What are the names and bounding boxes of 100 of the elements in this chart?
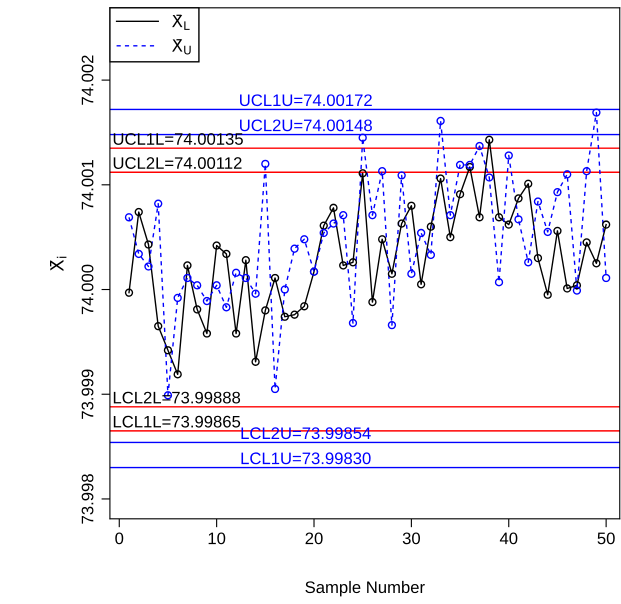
- ref-line-label: LCL1U=73.99830: [242, 452, 371, 464]
- point: [251, 358, 260, 366]
- point: [416, 228, 426, 238]
- point: [251, 290, 260, 298]
- point: [222, 303, 231, 312]
- point: [134, 250, 143, 258]
- point: [485, 136, 494, 144]
- point: [242, 274, 250, 282]
- point: [456, 160, 464, 170]
- point: [504, 151, 513, 160]
- point: [397, 171, 406, 180]
- point: [261, 160, 270, 168]
- point: [494, 278, 504, 286]
- point: [329, 204, 338, 212]
- point: [534, 254, 542, 262]
- point: [154, 322, 162, 330]
- x-axis-title: Sample Number: [305, 580, 425, 596]
- point: [524, 180, 532, 188]
- point: [388, 270, 396, 278]
- point: [407, 202, 416, 210]
- point: [232, 329, 240, 338]
- point: [320, 221, 328, 230]
- point: [270, 274, 280, 282]
- point: [202, 329, 212, 338]
- point: [144, 262, 153, 271]
- point: [174, 294, 182, 302]
- point: [563, 284, 572, 293]
- x-tick-label: 10: [208, 532, 226, 544]
- point: [174, 370, 182, 379]
- point: [124, 288, 134, 297]
- point: [592, 108, 601, 117]
- ref-line-label: UCL2U=74.00148: [240, 119, 372, 132]
- ref-line-label: UCL1L=74.00135: [114, 133, 243, 145]
- point: [426, 222, 436, 231]
- point: [232, 268, 240, 277]
- point: [358, 134, 367, 142]
- point: [446, 211, 454, 220]
- point: [368, 211, 377, 220]
- x-tick-label: 0: [115, 532, 124, 544]
- point: [348, 318, 358, 328]
- point: [290, 310, 299, 319]
- ref-line-label: LCL1L=73.99865: [114, 416, 240, 428]
- point: [378, 235, 386, 244]
- x-tick-label: 30: [402, 532, 420, 544]
- point: [563, 170, 572, 179]
- point: [154, 199, 162, 208]
- point: [592, 259, 601, 268]
- point: [388, 320, 396, 330]
- point: [358, 169, 367, 178]
- point: [144, 240, 153, 249]
- point: [534, 197, 542, 206]
- point: [329, 219, 338, 228]
- ref-line-label: UCL1U=74.00172: [240, 94, 372, 106]
- point: [339, 261, 348, 270]
- point: [300, 235, 308, 244]
- point: [524, 258, 532, 266]
- point: [544, 228, 552, 236]
- point: [270, 384, 280, 394]
- point: [339, 211, 348, 220]
- x-tick-label: 40: [500, 532, 518, 544]
- point: [544, 290, 552, 299]
- point: [572, 286, 582, 295]
- point: [514, 194, 523, 203]
- point: [514, 215, 523, 224]
- point: [134, 208, 143, 216]
- point: [582, 167, 591, 176]
- point: [378, 167, 386, 176]
- point: [553, 188, 562, 196]
- point: [183, 261, 192, 270]
- point: [300, 302, 308, 310]
- ref-line-label: UCL2L=74.00112: [114, 157, 242, 169]
- ref-line-label: LCL2L=73.99888: [114, 392, 240, 404]
- point: [320, 228, 328, 238]
- point: [602, 220, 610, 229]
- point: [212, 281, 221, 290]
- y-tick-label: 74.001: [82, 160, 94, 210]
- x-tick-label: 20: [306, 532, 323, 544]
- y-tick-label: 73.998: [82, 474, 94, 524]
- point: [582, 238, 591, 247]
- point: [553, 226, 562, 236]
- point: [280, 312, 289, 321]
- point: [436, 174, 445, 183]
- point: [475, 142, 484, 150]
- point: [494, 213, 504, 222]
- point: [192, 305, 202, 314]
- point: [222, 250, 231, 258]
- point: [164, 346, 172, 354]
- point: [212, 241, 221, 250]
- point: [280, 285, 289, 294]
- point: [407, 270, 416, 278]
- point: [475, 213, 484, 222]
- y-tick-label: 73.999: [82, 370, 94, 419]
- legend-label: X̄$_{L}$: [172, 14, 190, 30]
- point: [242, 256, 250, 264]
- x-tick-label: 50: [598, 532, 615, 544]
- point: [261, 306, 270, 315]
- point: [504, 220, 513, 229]
- point: [456, 190, 464, 198]
- y-tick-label: 74.000: [82, 264, 94, 314]
- point: [202, 296, 212, 306]
